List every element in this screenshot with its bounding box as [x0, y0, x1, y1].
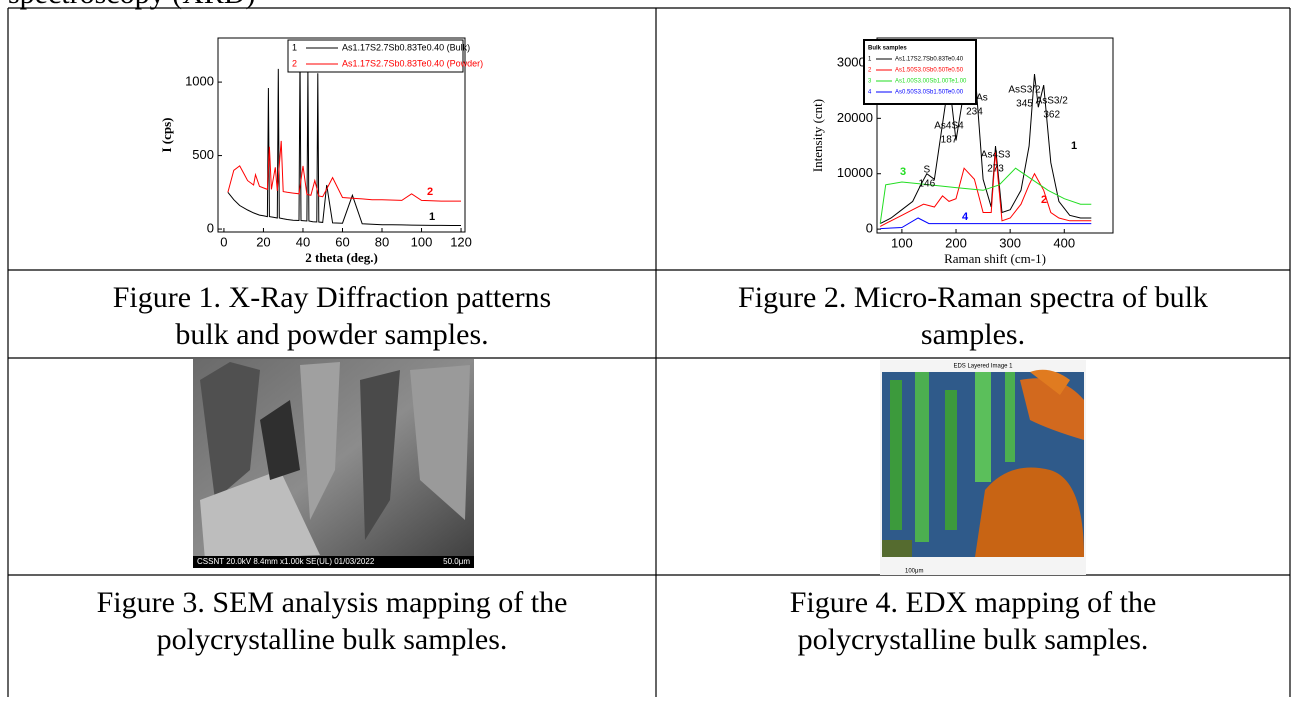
curve-tag: 4 — [962, 211, 969, 223]
y-tick-label: 500 — [192, 147, 214, 162]
x-tick-label: 100 — [411, 234, 433, 249]
peak-name: AsS3/2 — [1008, 85, 1041, 96]
x-axis-label: Raman shift (cm-1) — [944, 251, 1046, 266]
legend-entry: As1.50S3.0Sb0.50Te0.50 — [895, 68, 964, 74]
edx-scale: 100μm — [905, 569, 923, 575]
legend-tag: 1 — [292, 42, 297, 52]
legend-box — [287, 39, 464, 73]
edx-image: EDS Layered Image 1 100μm — [880, 360, 1086, 575]
curve-tag: 3 — [900, 166, 906, 178]
sem-scale: 50.0μm — [443, 557, 470, 566]
peak-name: As4S3 — [981, 150, 1011, 161]
y-axis-label: I (cps) — [159, 117, 174, 152]
caption-line: polycrystalline bulk samples. — [798, 623, 1149, 656]
peak-position: 234 — [966, 107, 983, 118]
legend-entry: As1.17S2.7Sb0.83Te0.40 (Bulk) — [342, 42, 470, 52]
legend-tag: 2 — [292, 58, 297, 68]
y-tick-label: 0 — [207, 220, 214, 235]
sem-info: CSSNT 20.0kV 8.4mm x1.00k SE(UL) 01/03/2… — [197, 557, 375, 566]
x-tick-label: 100 — [891, 235, 913, 250]
x-tick-label: 120 — [450, 234, 472, 249]
series-line — [879, 151, 1092, 227]
curve-tag: 2 — [427, 186, 433, 198]
y-tick-label: 10000 — [837, 165, 873, 180]
x-tick-label: 60 — [335, 234, 349, 249]
legend-entry: As1.00S3.00Sb1.00Te1.00 — [895, 79, 967, 85]
edx-title: EDS Layered Image 1 — [953, 364, 1013, 370]
legend-title: Bulk samples — [868, 46, 907, 52]
chart: 0 20 40 60 80 100 120 0 500 1000 2 theta (deg.) I (… — [159, 37, 483, 265]
plot-frame — [217, 37, 466, 233]
peak-name: As4S4 — [934, 121, 964, 132]
caption-line: samples. — [921, 318, 1025, 351]
peak-position: 345 — [1016, 99, 1033, 110]
curve-tag: 1 — [1071, 140, 1077, 152]
caption-line: Figure 2. Micro-Raman spectra of bulk — [738, 281, 1208, 314]
y-tick-label: 1000 — [185, 74, 214, 89]
series-line — [227, 54, 461, 226]
legend-tag: 4 — [868, 90, 872, 96]
series-line — [879, 167, 1092, 224]
x-tick-label: 80 — [375, 234, 389, 249]
caption-line: Figure 1. X-Ray Diffraction patterns — [113, 281, 552, 314]
legend-entry: As0.50S3.0Sb1.50Te0.00 — [895, 90, 964, 96]
curve-tag: 2 — [1041, 194, 1047, 206]
x-tick-label: 300 — [999, 235, 1021, 250]
peak-name: S — [923, 165, 930, 176]
y-tick-label: 20000 — [837, 110, 873, 125]
x-axis-label: 2 theta (deg.) — [305, 250, 378, 265]
header-text: spectroscopy (XRD) — [8, 0, 255, 10]
legend-entry: As1.17S2.7Sb0.83Te0.40 — [895, 57, 964, 63]
peak-position: 187 — [941, 135, 958, 146]
x-tick-label: 400 — [1053, 235, 1075, 250]
x-tick-label: 40 — [296, 234, 310, 249]
y-axis-label: Intensity (cnt) — [810, 99, 825, 172]
legend-tag: 3 — [868, 79, 872, 85]
legend-box — [863, 39, 977, 105]
caption-line: polycrystalline bulk samples. — [157, 623, 508, 656]
legend-entry: As1.17S2.7Sb0.83Te0.40 (Powder) — [342, 58, 483, 68]
sem-image: CSSNT 20.0kV 8.4mm x1.00k SE(UL) 01/03/2… — [193, 359, 474, 568]
series-line — [880, 217, 1092, 230]
plot-frame — [876, 37, 1114, 234]
legend-tag: 2 — [868, 68, 872, 74]
curve-tag: 1 — [429, 211, 435, 223]
peak-position: 146 — [918, 179, 935, 190]
y-tick-label: 0 — [866, 221, 873, 236]
peak-name: AsS3/2 — [1036, 96, 1069, 107]
series-line — [227, 140, 461, 202]
peak-position: 273 — [987, 164, 1004, 175]
x-tick-label: 200 — [945, 235, 967, 250]
caption-line: bulk and powder samples. — [175, 318, 488, 351]
peak-position: 362 — [1043, 110, 1060, 121]
x-tick-label: 20 — [256, 234, 270, 249]
caption-line: Figure 3. SEM analysis mapping of the — [97, 586, 568, 619]
x-tick-label: 0 — [220, 234, 227, 249]
caption-line: Figure 4. EDX mapping of the — [790, 586, 1157, 619]
legend-tag: 1 — [868, 57, 872, 63]
